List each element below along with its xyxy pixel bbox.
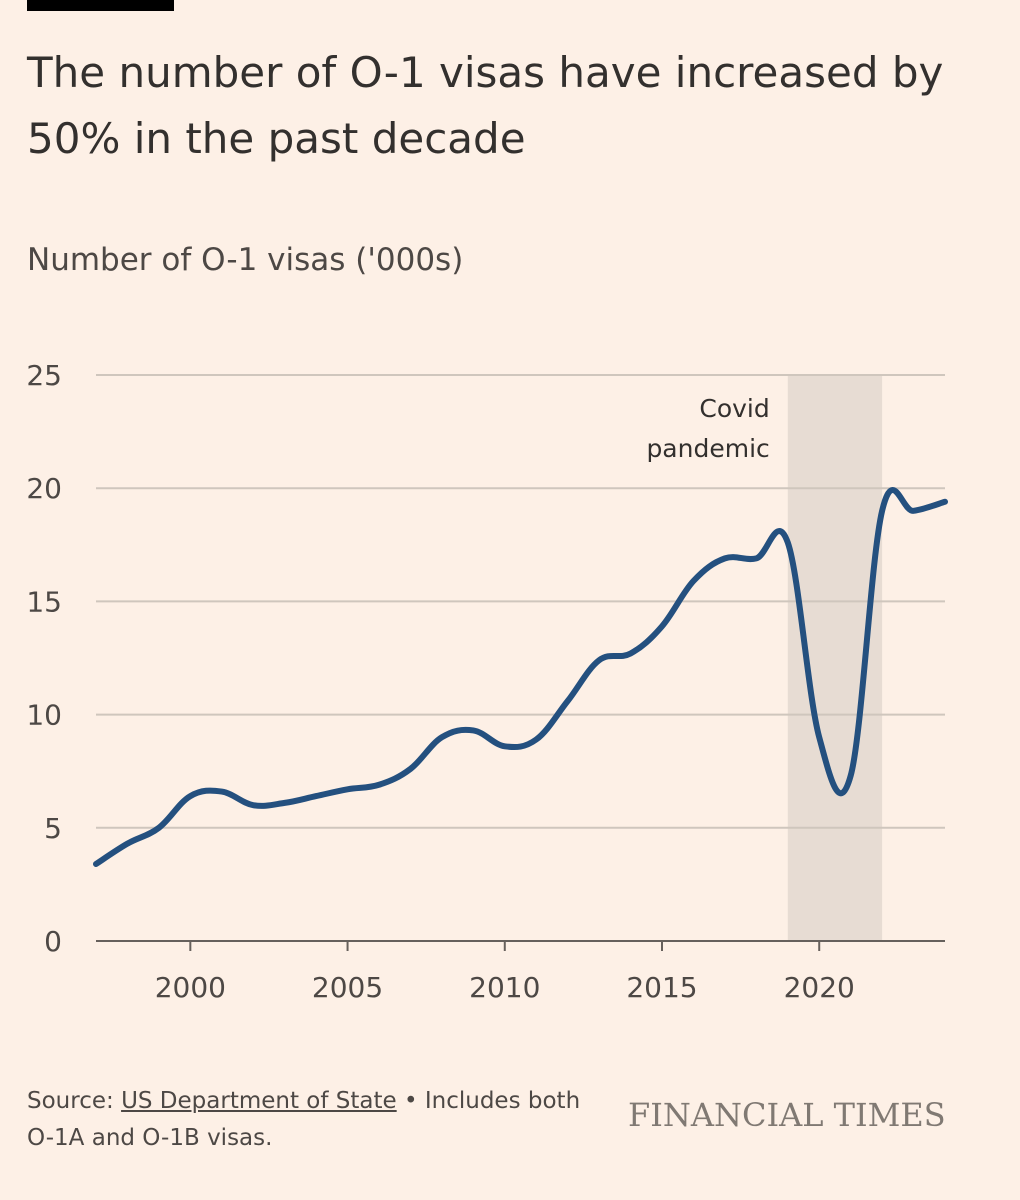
y-tick-label: 10	[26, 699, 62, 732]
data-point-2004	[313, 793, 319, 799]
y-tick-label: 0	[44, 925, 62, 958]
data-point-2018	[753, 555, 759, 561]
x-tick-label: 2005	[312, 971, 383, 1004]
source-note: • Includes both O-1A and O-1B visas.	[27, 1088, 581, 1151]
data-point-2024	[942, 499, 948, 505]
data-point-2021	[848, 773, 854, 779]
data-point-1998	[124, 841, 130, 847]
x-tick-label: 2010	[469, 971, 540, 1004]
data-point-2013	[596, 657, 602, 663]
data-point-2005	[345, 786, 351, 792]
series-line-o1-visas	[93, 487, 948, 868]
y-tick-label: 20	[26, 472, 62, 505]
data-point-2015	[659, 623, 665, 629]
data-point-2007	[407, 766, 413, 772]
line-layer	[93, 487, 948, 868]
data-point-2022	[879, 508, 885, 514]
data-point-2003	[282, 800, 288, 806]
data-point-2019	[785, 540, 791, 546]
line-chart: 0 5 10 15 20 25 2000 2005 2010 2015 2020 Covid pand…	[26, 359, 948, 1004]
grid-layer	[96, 374, 945, 829]
y-tick-label: 15	[26, 585, 62, 618]
annotation-label-line2: pandemic	[646, 434, 769, 463]
data-point-1999	[156, 825, 162, 831]
data-point-2011	[533, 737, 539, 743]
annotation-label-line1: Covid	[699, 394, 769, 423]
source-prefix: Source:	[27, 1088, 122, 1114]
data-point-2009	[470, 727, 476, 733]
x-tick-label: 2000	[155, 971, 226, 1004]
y-tick-label: 5	[44, 812, 62, 845]
data-point-2016	[690, 578, 696, 584]
data-point-2020	[816, 734, 822, 740]
annotation-layer: Covid pandemic	[646, 394, 769, 463]
top-rule	[27, 0, 174, 11]
chart-subtitle: Number of O-1 visas ('000s)	[27, 242, 464, 278]
x-tick-label: 2020	[784, 971, 855, 1004]
data-point-2017	[722, 555, 728, 561]
data-point-2002	[250, 802, 256, 808]
data-point-2014	[628, 650, 634, 656]
chart-title: The number of O-1 visas have increased b…	[27, 48, 944, 163]
data-point-2023	[911, 508, 917, 514]
data-point-1997	[93, 861, 99, 867]
data-point-2006	[376, 782, 382, 788]
x-tick-label: 2015	[626, 971, 697, 1004]
source-link[interactable]: US Department of State	[121, 1088, 397, 1114]
data-point-2000	[187, 793, 193, 799]
footer-note: Source: US Department of State • Include…	[27, 1083, 607, 1157]
ft-logo: FINANCIAL TIMES	[628, 1096, 946, 1134]
data-point-2008	[439, 734, 445, 740]
axis-layer: 0 5 10 15 20 25 2000 2005 2010 2015 2020	[26, 359, 945, 1004]
data-point-2001	[219, 789, 225, 795]
y-tick-label: 25	[26, 359, 62, 392]
data-point-2012	[565, 698, 571, 704]
data-point-2010	[502, 743, 508, 749]
